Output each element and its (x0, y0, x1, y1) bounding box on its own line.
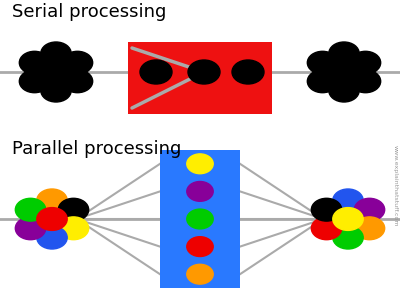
Circle shape (37, 208, 67, 230)
Circle shape (37, 226, 67, 249)
Text: www.explainthatstuff.com: www.explainthatstuff.com (393, 145, 398, 227)
Circle shape (62, 51, 93, 74)
Circle shape (311, 217, 342, 240)
Bar (128, 42, 272, 114)
Circle shape (15, 217, 46, 240)
Bar (160, 150, 240, 288)
Circle shape (15, 198, 46, 221)
Circle shape (62, 70, 93, 93)
Circle shape (187, 264, 213, 284)
Circle shape (188, 60, 220, 84)
Circle shape (350, 51, 381, 74)
Circle shape (140, 60, 172, 84)
Circle shape (307, 70, 338, 93)
Circle shape (350, 70, 381, 93)
Circle shape (58, 217, 89, 240)
Circle shape (187, 182, 213, 201)
Circle shape (333, 226, 363, 249)
Circle shape (232, 60, 264, 84)
Circle shape (187, 237, 213, 256)
Circle shape (41, 79, 71, 102)
Circle shape (37, 189, 67, 212)
Text: Parallel processing: Parallel processing (12, 140, 181, 158)
Circle shape (41, 61, 71, 83)
Circle shape (329, 61, 359, 83)
Circle shape (354, 198, 385, 221)
Circle shape (187, 209, 213, 229)
Circle shape (333, 208, 363, 230)
Circle shape (333, 189, 363, 212)
Circle shape (187, 154, 213, 174)
Text: Serial processing: Serial processing (12, 3, 166, 21)
Circle shape (311, 198, 342, 221)
Circle shape (307, 51, 338, 74)
Circle shape (19, 70, 50, 93)
Circle shape (19, 51, 50, 74)
Circle shape (58, 198, 89, 221)
Circle shape (41, 42, 71, 65)
Circle shape (329, 42, 359, 65)
Circle shape (329, 79, 359, 102)
Circle shape (354, 217, 385, 240)
